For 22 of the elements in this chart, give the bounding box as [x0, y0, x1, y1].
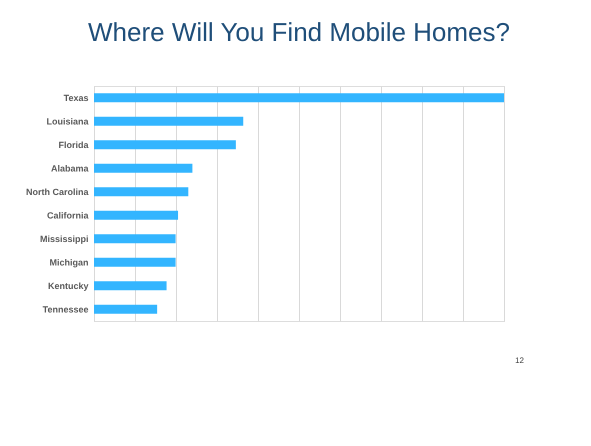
bar	[94, 210, 178, 220]
y-tick-label: Kentucky	[48, 280, 88, 291]
y-tick-label: Louisiana	[46, 116, 90, 126]
y-tick-label: California	[46, 210, 90, 220]
bar	[94, 304, 158, 314]
y-tick-label: Alabama	[50, 163, 90, 174]
y-tick-label: Michigan	[49, 257, 88, 268]
bar	[94, 93, 504, 102]
y-tick-label: North Carolina	[26, 186, 90, 197]
bar	[94, 234, 176, 244]
bar	[94, 140, 236, 150]
y-tick-label: Tennessee	[42, 304, 88, 314]
bar	[94, 164, 192, 173]
bar	[94, 116, 244, 126]
chart-title: Where Will You Find Mobile Homes?	[88, 17, 510, 47]
bar	[94, 281, 167, 290]
y-tick-label: Texas	[64, 92, 88, 103]
bar	[94, 187, 188, 196]
bar	[94, 258, 176, 267]
y-tick-label: Florida	[58, 140, 90, 150]
y-tick-label: Mississippi	[40, 234, 88, 244]
text: 12	[515, 356, 525, 365]
